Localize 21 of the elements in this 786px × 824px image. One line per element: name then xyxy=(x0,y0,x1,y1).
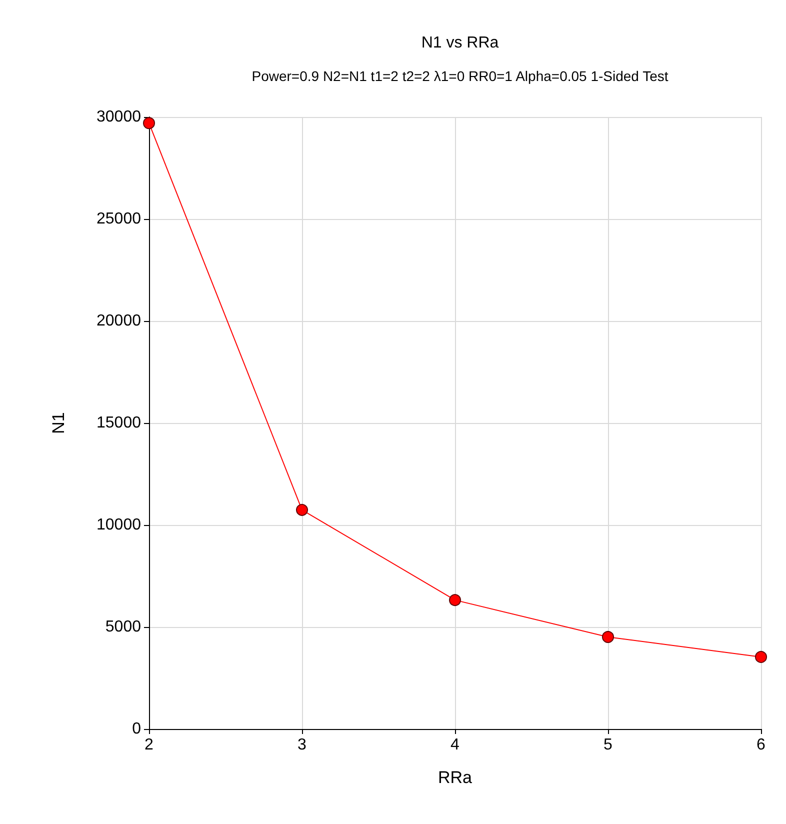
y-tick-label: 15000 xyxy=(96,414,142,432)
point xyxy=(449,594,461,606)
x-tick-label: 6 xyxy=(756,736,766,754)
chart-subtitle: Power=0.9 N2=N1 t1=2 t2=2 λ1=0 RR0=1 Alpha=0.05 1-Sided Test xyxy=(252,68,668,84)
point xyxy=(755,650,767,663)
x-tick-label: 2 xyxy=(144,736,154,754)
y-tick-label: 25000 xyxy=(96,210,142,228)
y-axis-title: N1 xyxy=(49,412,68,434)
point xyxy=(143,117,155,130)
y-tick-label: 10000 xyxy=(96,516,142,534)
x-tick-label: 5 xyxy=(604,736,613,754)
y-tick-label: 20000 xyxy=(96,312,142,330)
y-tick-label: 0 xyxy=(132,720,142,738)
y-tick-label: 5000 xyxy=(105,618,142,636)
chart-title: N1 vs RRa xyxy=(421,34,499,52)
x-tick-label: 3 xyxy=(298,736,307,754)
x-tick-label: 4 xyxy=(450,736,460,754)
x-axis-title: RRa xyxy=(438,768,473,787)
point xyxy=(296,504,308,516)
point xyxy=(602,631,614,643)
y-tick-label: 30000 xyxy=(96,108,142,126)
